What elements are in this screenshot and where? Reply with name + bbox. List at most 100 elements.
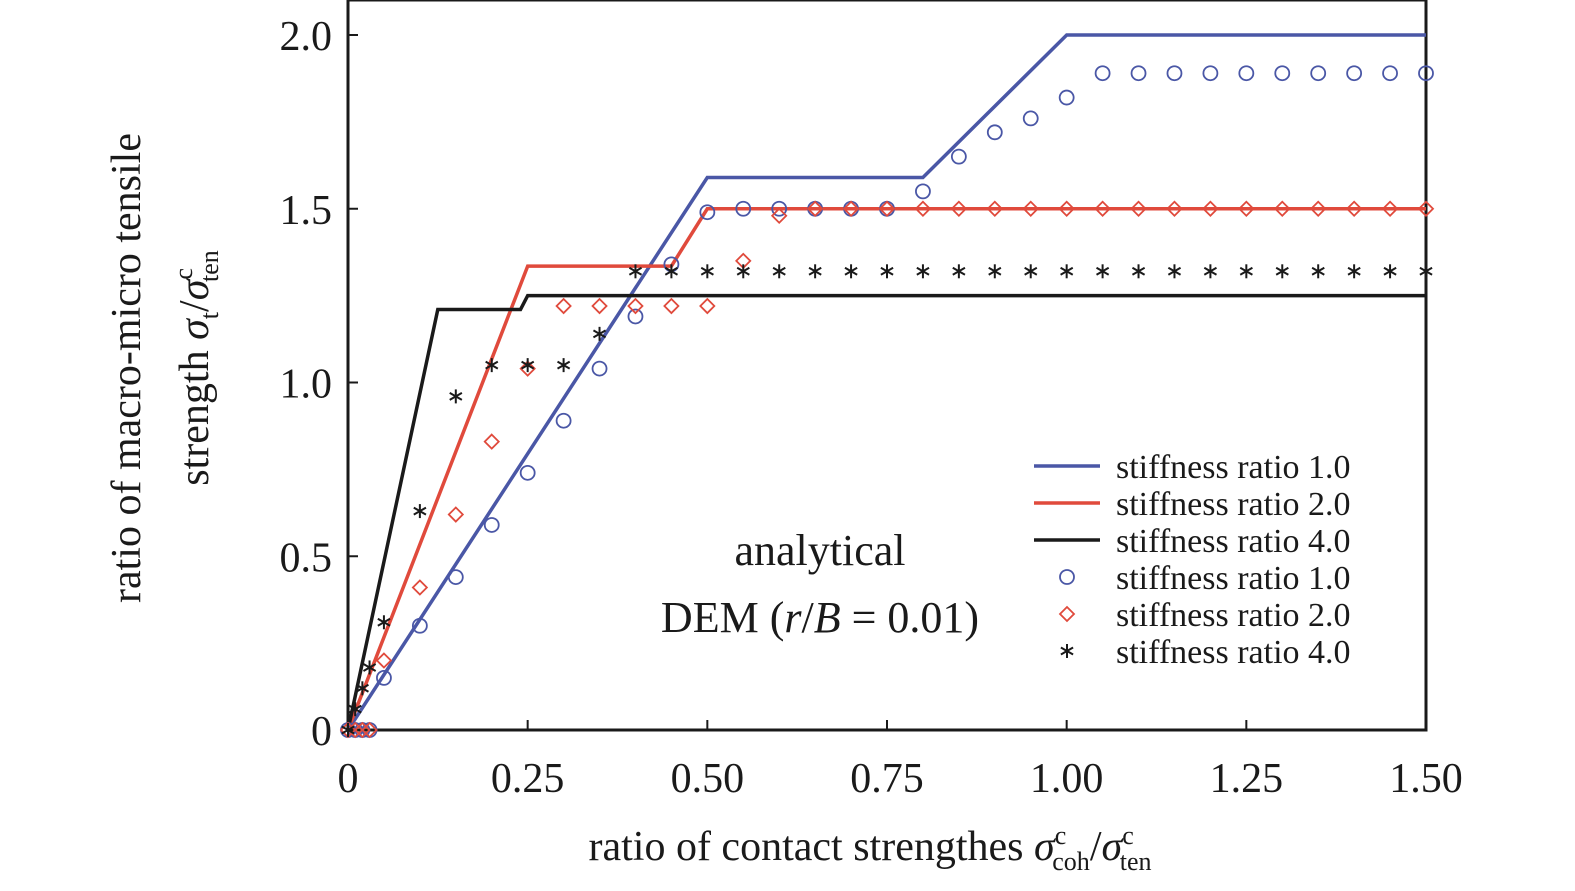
x-tick-label: 1.00 xyxy=(1030,756,1104,802)
legend-label: stiffness ratio 1.0 xyxy=(1116,449,1351,486)
dem-point-diamond xyxy=(986,200,1004,218)
dem-point-diamond xyxy=(1202,200,1219,218)
dem-point-asterisk xyxy=(1203,264,1217,279)
dem-point-diamond xyxy=(519,360,536,377)
dem-point-asterisk xyxy=(485,358,499,373)
annotation-analytical: analytical xyxy=(734,526,905,575)
dem-point-asterisk xyxy=(1239,264,1253,279)
dem-point-diamond xyxy=(914,200,932,218)
dem-point-diamond xyxy=(591,297,608,315)
dem-point-diamond xyxy=(1238,200,1255,218)
legend-label: stiffness ratio 1.0 xyxy=(1116,560,1351,597)
dem-point-diamond xyxy=(699,297,716,315)
dem-point-asterisk xyxy=(592,326,607,341)
dem-point-circle xyxy=(591,360,608,377)
legend-label: stiffness ratio 4.0 xyxy=(1116,634,1351,671)
dem-point-asterisk xyxy=(1096,264,1110,279)
dem-point-asterisk xyxy=(916,264,930,279)
dem-markers xyxy=(339,65,1435,739)
y-tick-label: 0.5 xyxy=(280,535,333,581)
dem-point-circle xyxy=(1058,89,1075,106)
dem-point-asterisk xyxy=(880,264,894,279)
dem-point-circle xyxy=(1346,65,1363,82)
dem-point-circle xyxy=(915,183,931,200)
dem-point-circle xyxy=(1022,110,1039,127)
dem-point-diamond xyxy=(555,297,572,315)
dem-point-diamond xyxy=(627,297,644,315)
dem-point-asterisk xyxy=(1131,264,1146,279)
dem-point-diamond xyxy=(1417,200,1435,218)
dem-point-circle xyxy=(555,412,572,429)
legend-label: stiffness ratio 4.0 xyxy=(1116,523,1351,560)
dem-point-circle xyxy=(1310,65,1327,82)
dem-point-asterisk xyxy=(1347,264,1361,279)
x-tick-label: 1.25 xyxy=(1210,756,1284,802)
legend-label: stiffness ratio 2.0 xyxy=(1116,486,1351,523)
legend-marker-swatch xyxy=(1058,605,1076,623)
dem-point-asterisk xyxy=(1419,264,1433,279)
legend-marker-swatch xyxy=(1060,644,1074,658)
dem-point-diamond xyxy=(950,200,968,218)
dem-point-circle xyxy=(1418,65,1434,82)
dem-point-diamond xyxy=(1345,200,1363,218)
dem-point-asterisk xyxy=(1311,264,1325,279)
dem-point-diamond xyxy=(663,297,680,315)
axis-ticks: 0 0.25 0.50 0.75 1.00 1.25 1.50 0 0.5 1.0 1.5 2.0 xyxy=(280,14,1463,802)
annotation-dem: DEM (r/B = 0.01) xyxy=(661,593,979,642)
dem-point-asterisk xyxy=(521,358,535,373)
dem-point-diamond xyxy=(1058,200,1075,218)
y-axis-label-line2: strength σt/σcten xyxy=(169,250,224,485)
x-tick-label: 0.75 xyxy=(850,756,924,802)
dem-point-circle xyxy=(771,200,788,217)
y-tick-label: 1.5 xyxy=(280,188,333,234)
dem-point-asterisk xyxy=(362,660,377,675)
dem-point-asterisk xyxy=(808,264,822,279)
dem-point-circle xyxy=(1130,65,1147,82)
dem-point-circle xyxy=(483,517,500,533)
dem-point-circle xyxy=(519,464,536,481)
legend-label: stiffness ratio 2.0 xyxy=(1116,597,1351,634)
dem-point-diamond xyxy=(878,200,896,218)
dem-point-asterisk xyxy=(557,358,571,373)
dem-point-asterisk xyxy=(377,615,391,630)
y-tick-label: 2.0 xyxy=(280,14,333,60)
dem-point-circle xyxy=(1166,65,1183,82)
dem-point-asterisk xyxy=(1383,264,1397,279)
dem-point-diamond xyxy=(1273,200,1291,218)
x-tick-label: 0.25 xyxy=(491,756,565,802)
y-tick-label: 1.0 xyxy=(280,362,333,408)
dem-point-circle xyxy=(699,204,716,221)
dem-point-circle xyxy=(735,200,752,217)
dem-point-asterisk xyxy=(736,264,750,279)
dem-point-diamond xyxy=(361,721,378,739)
dem-point-circle xyxy=(1094,65,1111,82)
x-tick-label: 0.50 xyxy=(671,756,745,802)
dem-point-asterisk xyxy=(664,264,678,279)
dem-point-asterisk xyxy=(1275,264,1289,279)
x-tick-label: 0 xyxy=(338,756,359,802)
dem-point-asterisk xyxy=(1024,264,1038,279)
dem-point-diamond xyxy=(842,200,860,218)
dem-point-circle xyxy=(1238,65,1255,82)
y-tick-label: 0 xyxy=(311,709,332,755)
dem-point-asterisk xyxy=(348,702,362,717)
dem-point-circle xyxy=(1382,65,1398,82)
dem-point-asterisk xyxy=(952,264,966,279)
dem-point-diamond xyxy=(447,506,465,523)
dem-point-diamond xyxy=(1022,200,1040,218)
analytical-line-series-2 xyxy=(346,293,1426,731)
dem-point-asterisk xyxy=(413,504,427,519)
dem-point-diamond xyxy=(806,200,824,218)
dem-point-asterisk xyxy=(449,389,463,404)
dem-point-diamond xyxy=(354,721,371,739)
dem-point-circle xyxy=(986,124,1003,141)
x-axis-label: ratio of contact strengthes σc coh/σc ten xyxy=(588,821,1151,876)
dem-point-diamond xyxy=(411,579,429,596)
dem-point-asterisk xyxy=(988,264,1002,279)
dem-point-circle xyxy=(376,669,392,686)
dem-point-circle xyxy=(447,569,464,585)
dem-point-circle xyxy=(1202,65,1219,82)
dem-point-diamond xyxy=(1381,200,1399,218)
